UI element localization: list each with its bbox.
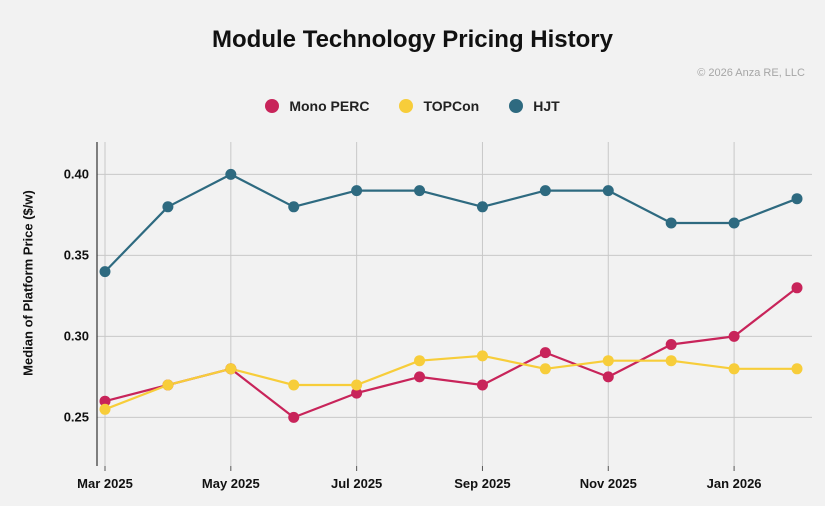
x-tick-label: Mar 2025 xyxy=(77,476,133,491)
legend-swatch-hjt xyxy=(509,99,524,113)
legend-label-hjt: HJT xyxy=(533,98,560,114)
y-tick-label: 0.40 xyxy=(64,166,89,181)
data-point-hjt xyxy=(665,217,677,229)
data-point-topcon xyxy=(225,363,237,375)
x-tick-label: Sep 2025 xyxy=(454,476,510,491)
legend-item-topcon[interactable]: TOPCon xyxy=(399,98,479,114)
data-point-topcon xyxy=(791,363,803,375)
y-tick-label: 0.35 xyxy=(64,247,89,262)
axes xyxy=(96,142,735,471)
series-line-mono-perc xyxy=(104,286,798,419)
x-tick-label: Jan 2026 xyxy=(707,476,762,491)
data-point-hjt xyxy=(288,201,300,213)
copyright-text: © 2026 Anza RE, LLC xyxy=(697,67,805,79)
legend-label-topcon: TOPCon xyxy=(423,98,480,114)
data-point-mono-perc xyxy=(476,379,488,391)
legend-item-mono-perc[interactable]: Mono PERC xyxy=(265,98,369,114)
data-point-topcon xyxy=(351,379,363,391)
data-point-mono-perc xyxy=(728,330,740,342)
series-points xyxy=(99,168,803,423)
legend-swatch-mono-perc xyxy=(265,99,280,113)
data-point-hjt xyxy=(539,185,551,197)
tick-labels: 0.25 0.30 0.35 0.40 Mar 2025 May 2025 Jul 2025… xyxy=(64,166,762,491)
x-tick-label: Jul 2025 xyxy=(331,476,382,491)
data-point-hjt xyxy=(225,168,237,180)
data-point-topcon xyxy=(288,379,300,391)
data-point-mono-perc xyxy=(602,371,614,383)
data-point-hjt xyxy=(602,185,614,197)
data-point-topcon xyxy=(602,355,614,367)
data-point-hjt xyxy=(99,266,111,278)
legend-item-hjt[interactable]: HJT xyxy=(509,98,560,114)
data-point-mono-perc xyxy=(414,371,426,383)
data-point-mono-perc xyxy=(351,387,363,399)
data-point-hjt xyxy=(414,185,426,197)
legend-swatch-topcon xyxy=(399,99,414,113)
data-point-topcon xyxy=(414,355,426,367)
data-point-topcon xyxy=(539,363,551,375)
series-lines xyxy=(104,173,798,419)
series-line-topcon xyxy=(104,354,797,411)
data-point-topcon xyxy=(728,363,740,375)
data-point-mono-perc xyxy=(99,395,111,407)
data-point-hjt xyxy=(476,201,488,213)
y-tick-label: 0.30 xyxy=(64,328,89,343)
data-point-topcon xyxy=(99,403,111,415)
legend-label-mono-perc: Mono PERC xyxy=(289,98,370,114)
data-point-mono-perc xyxy=(539,347,551,359)
series-line-hjt xyxy=(104,173,798,273)
data-point-hjt xyxy=(162,201,174,213)
data-point-mono-perc xyxy=(791,282,803,294)
x-tick-label: Nov 2025 xyxy=(580,476,637,491)
y-tick-label: 0.25 xyxy=(64,409,89,424)
legend: Mono PERC TOPCon HJT xyxy=(0,98,825,114)
data-point-hjt xyxy=(728,217,740,229)
data-point-topcon xyxy=(162,379,174,391)
data-point-hjt xyxy=(351,185,363,197)
data-point-mono-perc xyxy=(665,339,677,350)
chart-title: Module Technology Pricing History xyxy=(212,26,613,53)
data-point-mono-perc xyxy=(288,411,300,423)
data-point-topcon xyxy=(665,355,677,367)
x-tick-label: May 2025 xyxy=(202,476,260,491)
data-point-topcon xyxy=(476,350,488,362)
data-point-hjt xyxy=(791,193,803,205)
grid xyxy=(97,142,812,466)
